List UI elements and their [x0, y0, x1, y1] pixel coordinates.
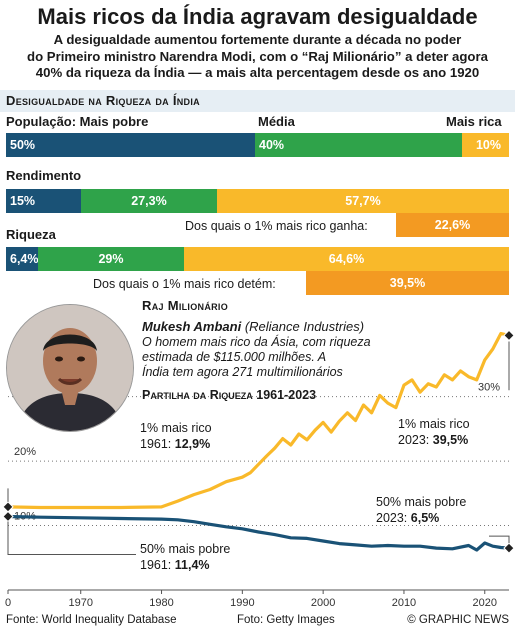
gridline-label: 20%: [14, 446, 36, 458]
page-title: Mais ricos da Índia agravam desigualdade: [37, 4, 478, 29]
subtitle-line: do Primeiro ministro Narendra Modi, com …: [27, 48, 488, 64]
income-rich-bar: 57,7%: [217, 189, 509, 213]
income-sub-label: Dos quais o 1% mais rico ganha:: [180, 215, 373, 237]
population-rich-label: Mais rica: [446, 114, 502, 129]
x-tick-label: 2010: [392, 597, 416, 609]
x-tick-label: 1970: [68, 597, 92, 609]
population-label: População: Mais pobre: [6, 114, 149, 129]
annotation-top-end-value: 2023: 39,5%: [398, 433, 468, 447]
x-tick-label: 2000: [311, 597, 335, 609]
description-line: Índia tem agora 271 multimilionários: [142, 365, 343, 379]
leader-line: [489, 535, 510, 544]
x-tick-label: 1980: [149, 597, 173, 609]
person-line: Mukesh Ambani (Reliance Industries): [142, 319, 382, 334]
population-mid-label: Média: [258, 114, 295, 129]
income-poor-bar: 15%: [6, 189, 81, 213]
annotation-bottom-start-name: 50% mais pobre: [140, 542, 230, 556]
wealth-rich-bar: 64,6%: [184, 247, 509, 271]
annotation-top-start-name: 1% mais rico: [140, 421, 212, 435]
section-label: Desigualdade na Riqueza da Índia: [6, 93, 200, 108]
section-band: [0, 90, 515, 112]
person-silhouette-icon: [7, 305, 133, 431]
wealth-mid-bar: 29%: [38, 247, 184, 271]
endpoint-marker: [2, 501, 14, 513]
leader-line: [7, 521, 136, 556]
source-credit: Fonte: World Inequality Database: [6, 614, 177, 626]
annotation-bottom-end-value: 2023: 6,5%: [376, 511, 439, 525]
photo-credit: Foto: Getty Images: [237, 614, 335, 626]
info-box: Raj Milionário Mukesh Ambani (Reliance I…: [142, 298, 382, 402]
x-tick-label: 2020: [473, 597, 497, 609]
subtitle: A desigualdade aumentou fortemente duran…: [0, 32, 515, 82]
annotation-top-start-value: 1961: 12,9%: [140, 437, 210, 451]
endpoint-marker: [2, 510, 14, 523]
income-label: Rendimento: [6, 168, 82, 183]
wealth-sub-label: Dos quais o 1% mais rico detém:: [88, 273, 281, 295]
income-top1-bar: 22,6%: [396, 213, 509, 237]
person-description: O homem mais rico da Ásia, com riqueza e…: [142, 335, 382, 380]
raj-label: Raj Milionário: [142, 298, 229, 313]
wealth-top1-bar: 39,5%: [306, 271, 509, 295]
annotation-bottom-start-value: 1961: 11,4%: [140, 558, 210, 572]
series-line: [7, 331, 510, 510]
population-mid-bar: 40%: [255, 133, 462, 157]
endpoint-marker: [503, 329, 515, 342]
portrait-photo: [6, 304, 134, 432]
wealth-poor-bar: 6,4%: [6, 247, 39, 271]
person-name: Mukesh Ambani: [142, 319, 242, 334]
gridline-label: 30%: [478, 382, 500, 394]
wealth-label: Riqueza: [6, 227, 56, 242]
description-line: O homem mais rico da Ásia, com riqueza: [142, 335, 371, 349]
subtitle-line: A desigualdade aumentou fortemente duran…: [53, 32, 462, 47]
chart-title: Partilha da Riqueza 1961-2023: [142, 388, 317, 402]
annotation-top-end-name: 1% mais rico: [398, 417, 470, 431]
person-company: (Reliance Industries): [244, 319, 365, 334]
series-line: [7, 514, 510, 552]
endpoint-marker: [503, 542, 515, 554]
subtitle-line: 40% da riqueza da Índia — a mais alta pe…: [35, 65, 480, 80]
population-poor-bar: 50%: [6, 133, 255, 157]
population-rich-bar: 10%: [462, 133, 509, 157]
x-tick-label: 1990: [230, 597, 254, 609]
x-tick-label: 0: [5, 597, 11, 609]
description-line: estimada de $115.000 milhões. A: [142, 350, 327, 364]
income-mid-bar: 27,3%: [81, 189, 217, 213]
publisher-credit: © GRAPHIC NEWS: [407, 614, 509, 626]
annotation-bottom-end-name: 50% mais pobre: [376, 495, 466, 509]
